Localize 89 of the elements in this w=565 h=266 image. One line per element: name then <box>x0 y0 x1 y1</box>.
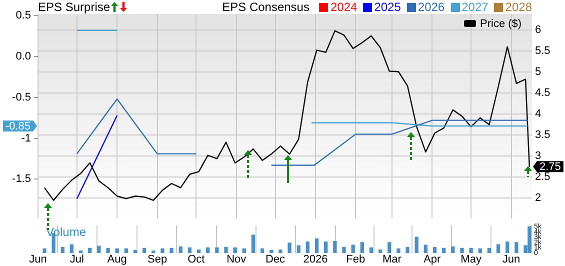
bar <box>196 249 201 253</box>
bar <box>178 246 182 253</box>
x-tick-label: Aug <box>107 254 127 266</box>
bar <box>260 248 264 253</box>
x-tick-label: Oct <box>188 254 205 266</box>
y-tick-label: 0.5 <box>16 10 31 22</box>
data-label: 2.75 <box>539 161 561 174</box>
bar <box>378 249 382 253</box>
y2-tick-label: 5.5 <box>535 45 550 58</box>
bar <box>442 248 446 253</box>
y-tick-label: -1.5 <box>12 173 31 186</box>
y2-tick-label: 6 <box>535 24 542 36</box>
bar <box>206 247 210 253</box>
bar <box>369 247 374 253</box>
bar <box>528 226 532 253</box>
y2-tick-label: 3.5 <box>535 129 550 142</box>
bar <box>306 242 310 253</box>
legend-label: 2024 <box>330 0 358 14</box>
bar <box>60 246 64 253</box>
bar <box>242 248 246 253</box>
bar <box>396 248 400 253</box>
bar <box>351 244 355 253</box>
y2-tick-label: 4 <box>535 108 542 120</box>
bar <box>270 250 274 253</box>
bar <box>324 242 328 253</box>
bar <box>278 249 282 253</box>
bar <box>432 246 437 253</box>
bar <box>142 248 146 253</box>
bar <box>514 242 518 253</box>
legend-label: 2026 <box>418 0 445 14</box>
bar <box>170 248 174 253</box>
bar <box>251 234 256 253</box>
x-tick-label: Dec <box>265 254 286 266</box>
x-tick-label: May <box>460 254 482 266</box>
bar <box>233 247 237 253</box>
y-tick-label: 0.0 <box>16 50 31 63</box>
bar <box>406 246 410 253</box>
bar <box>97 246 101 253</box>
x-tick-label: 2026 <box>303 254 328 266</box>
bar <box>487 248 492 253</box>
y2-tick-label: 4.5 <box>535 87 550 100</box>
bar <box>224 246 228 253</box>
bar <box>42 248 46 253</box>
bar <box>478 248 482 253</box>
x-tick-label: Mar <box>382 254 402 266</box>
y2-tick-label: 2.5 <box>535 171 550 184</box>
bar <box>314 238 319 253</box>
y-tick-label: -0.5 <box>12 91 31 104</box>
annotation: -0.85 <box>5 120 31 133</box>
bar <box>88 248 92 253</box>
bar <box>106 248 110 253</box>
bar <box>188 247 192 253</box>
y2-tick-label: 5 <box>535 66 542 78</box>
x-tick-label: Jun <box>502 254 520 266</box>
x-tick-label: Feb <box>346 254 366 266</box>
bar <box>115 248 119 253</box>
bar <box>70 244 74 253</box>
bar <box>160 248 164 253</box>
bar <box>424 244 428 253</box>
legend-label: 2025 <box>374 0 401 14</box>
bar <box>451 246 455 253</box>
y2-tick-label: 2 <box>535 192 542 204</box>
bar <box>296 245 300 253</box>
bar <box>460 248 464 253</box>
bar <box>288 242 292 253</box>
x-tick-label: Jun <box>29 254 47 266</box>
x-tick-label: Apr <box>424 254 442 266</box>
legend-title: EPS Consensus <box>222 0 310 14</box>
bar <box>133 250 138 253</box>
legend-label: Price ($) <box>480 18 522 30</box>
bar <box>414 236 418 253</box>
bar <box>342 246 346 253</box>
x-tick-label: Sep <box>147 254 168 266</box>
y2-tick-label: 3 <box>535 150 542 162</box>
bar <box>496 244 500 253</box>
chart-title: Volume <box>46 225 86 239</box>
bar <box>124 248 128 253</box>
legend-label: 2028 <box>505 0 532 14</box>
x-tick-label: Jul <box>70 254 84 266</box>
legend-label: 2027 <box>462 0 488 14</box>
bar <box>469 248 473 253</box>
bar <box>388 242 392 253</box>
bar <box>333 241 337 253</box>
x-tick-label: Nov <box>226 254 247 266</box>
y-tick-label: -1 <box>21 132 31 144</box>
bar <box>215 247 219 253</box>
bar <box>360 242 364 253</box>
annotation: EPS Surprise <box>38 0 110 14</box>
bar <box>506 242 510 253</box>
